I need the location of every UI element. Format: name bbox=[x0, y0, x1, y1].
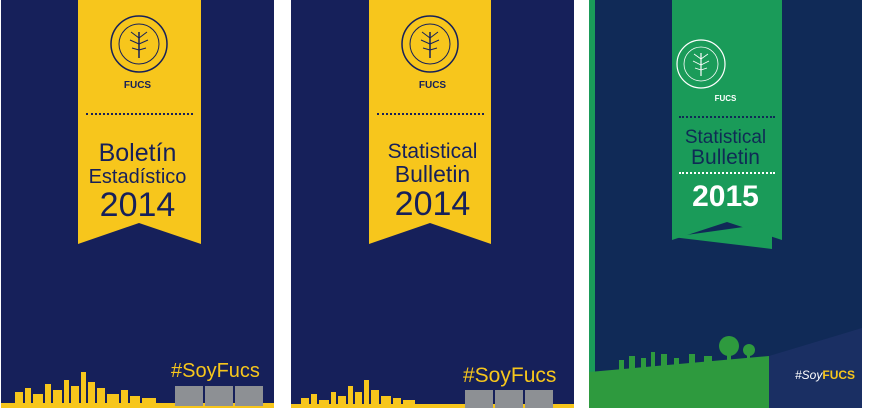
city-skyline-icon bbox=[1, 358, 274, 408]
cover-year: 2014 bbox=[394, 185, 471, 223]
title-line-1: Statistical bbox=[387, 140, 478, 163]
green-hill-icon bbox=[589, 328, 862, 408]
yellow-ribbon bbox=[369, 0, 491, 244]
hashtag: #SoyFUCS bbox=[795, 368, 855, 382]
title-line-1: Statistical bbox=[684, 127, 767, 148]
title-line-2: Bulletin bbox=[394, 161, 471, 187]
cover-year: 2015 bbox=[692, 180, 759, 213]
hashtag-prefix: #Soy bbox=[795, 368, 823, 382]
fucs-seal-icon bbox=[675, 38, 727, 90]
cover-title: Statistical Bulletin 2014 bbox=[291, 141, 574, 221]
fucs-seal-icon bbox=[109, 14, 169, 74]
title-line-1: Boletín bbox=[98, 139, 177, 167]
city-skyline-icon bbox=[291, 368, 574, 408]
dotted-divider bbox=[679, 172, 775, 174]
hashtag: #SoyFucs bbox=[171, 360, 260, 382]
gray-box bbox=[465, 390, 493, 408]
hashtag: #SoyFucs bbox=[463, 364, 557, 387]
cover-title: Boletín Estadístico 2014 bbox=[1, 139, 274, 224]
fucs-label: FUCS bbox=[418, 80, 447, 91]
cover-statistical-bulletin-2014: FUCS Statistical Bulletin 2014 #SoyFucs bbox=[291, 0, 574, 408]
fucs-label: FUCS bbox=[714, 94, 737, 103]
hashtag-suffix: FUCS bbox=[822, 368, 856, 382]
fucs-label: FUCS bbox=[123, 80, 152, 91]
dotted-divider bbox=[679, 116, 775, 118]
gray-box bbox=[175, 386, 203, 406]
gray-box bbox=[495, 390, 523, 408]
cover-boletin-2014: FUCS Boletín Estadístico 2014 #SoyFucs bbox=[1, 0, 274, 408]
title-line-2: Estadístico bbox=[88, 166, 187, 188]
title-line-2: Bulletin bbox=[691, 146, 760, 169]
cover-year: 2014 bbox=[99, 186, 176, 224]
green-ribbon bbox=[672, 0, 782, 240]
yellow-ribbon bbox=[78, 0, 201, 244]
cover-title: Statistical Bulletin bbox=[589, 128, 862, 168]
dotted-divider bbox=[377, 113, 484, 115]
green-edge bbox=[589, 0, 595, 408]
gray-boxes bbox=[175, 386, 263, 406]
cover-statistical-bulletin-2015: FUCS Statistical Bulletin 2015 #SoyFUCS bbox=[589, 0, 862, 408]
gray-box bbox=[205, 386, 233, 406]
gray-box bbox=[525, 390, 553, 408]
gray-box bbox=[235, 386, 263, 406]
fucs-seal-icon bbox=[400, 14, 460, 74]
gray-boxes bbox=[465, 390, 553, 408]
dotted-divider bbox=[86, 113, 193, 115]
